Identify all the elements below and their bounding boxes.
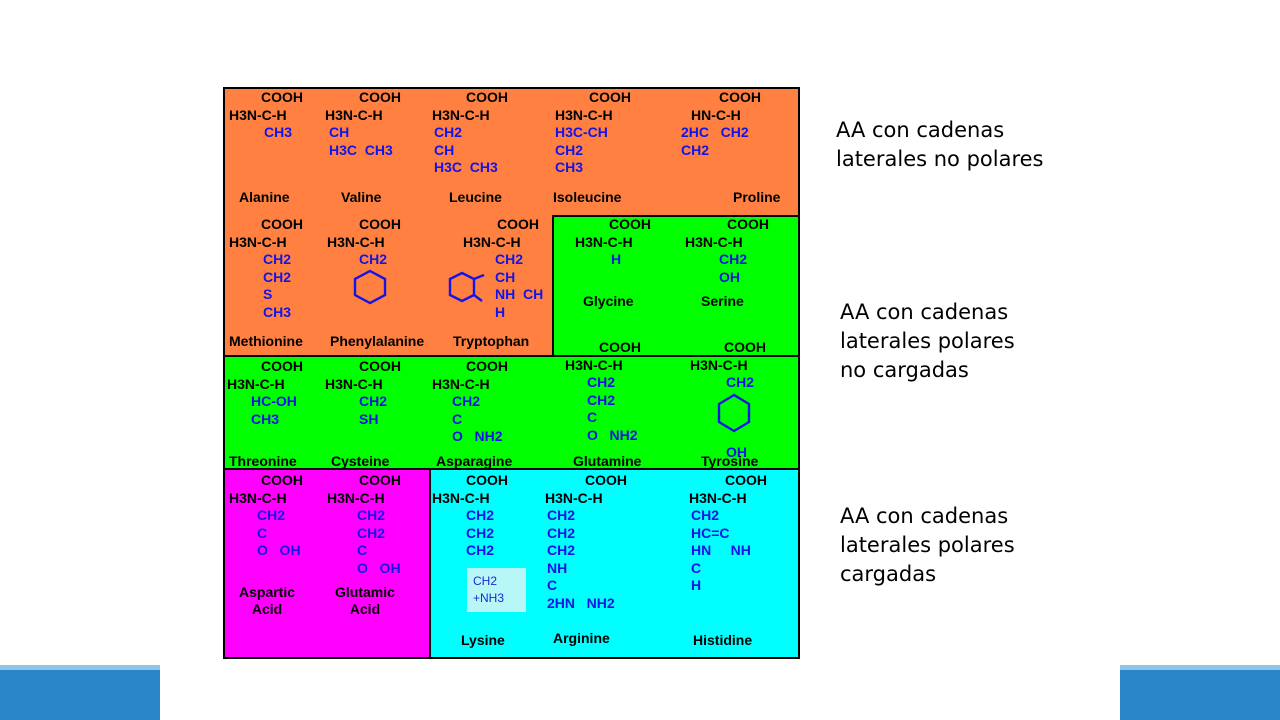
region-nonpolar-lower xyxy=(225,215,552,355)
indole-ring-icon xyxy=(448,271,485,303)
decorative-corner-bar-left xyxy=(0,665,160,720)
alanine-structure: COOH H3N-C-H CH3 xyxy=(229,89,303,140)
proline-structure: COOH HN-C-H 2HC CH2 CH2 xyxy=(681,89,761,158)
region-nonpolar xyxy=(225,89,798,215)
methionine-structure: COOH H3N-C-H CH2 CH2 S CH3 xyxy=(229,216,303,320)
valine-name: Valine xyxy=(341,189,382,205)
aspartic-acid-structure: COOH H3N-C-H CH2 C O OH xyxy=(229,472,303,558)
label-polar-uncharged: AA con cadenas laterales polares no carg… xyxy=(840,300,1015,382)
glutamic-acid-structure: COOH H3N-C-H CH2 CH2 C O OH xyxy=(327,472,401,576)
aspartic-acid-name: Aspartic Acid xyxy=(239,584,296,617)
tyrosine-name: Tyrosine xyxy=(701,453,759,469)
glutamic-acid-name: Glutamic Acid xyxy=(335,584,395,617)
methionine-name: Methionine xyxy=(229,333,303,349)
lysine-name: Lysine xyxy=(461,632,505,648)
region-acidic xyxy=(225,470,429,657)
glycine-name: Glycine xyxy=(583,293,634,309)
tyrosine-ring-icon xyxy=(717,393,751,433)
arginine-name: Arginine xyxy=(553,630,610,646)
cysteine-name: Cysteine xyxy=(331,453,390,469)
region-polar-uncharged-upper xyxy=(554,217,798,355)
asparagine-structure: COOH H3N-C-H CH2 C O NH2 xyxy=(432,358,508,444)
cysteine-structure: COOH H3N-C-H CH2 SH xyxy=(325,358,401,427)
leucine-structure: COOH H3N-C-H CH2 CH H3C CH3 xyxy=(432,89,508,175)
tyrosine-structure: COOH H3N-C-H CH2 OH xyxy=(690,339,766,460)
tryptophan-structure: COOH H3N-C-H CH2 CH NH CH H xyxy=(463,216,544,320)
histidine-structure: COOH H3N-C-H CH2 HC=C HN NH C H xyxy=(689,472,767,593)
proline-name: Proline xyxy=(733,189,781,205)
region-basic xyxy=(431,470,798,657)
glutamine-structure: COOH H3N-C-H CH2 CH2 C O NH2 xyxy=(565,339,641,443)
histidine-name: Histidine xyxy=(693,632,753,648)
valine-structure: COOH H3N-C-H CH H3C CH3 xyxy=(325,89,401,158)
label-nonpolar: AA con cadenas laterales no polares xyxy=(836,118,1044,171)
arginine-structure: COOH H3N-C-H CH2 CH2 CH2 NH C 2HN NH2 xyxy=(545,472,627,611)
alanine-name: Alanine xyxy=(239,189,290,205)
phenylalanine-structure: COOH H3N-C-H CH2 xyxy=(327,216,401,267)
serine-structure: COOH H3N-C-H CH2 OH xyxy=(685,216,769,285)
serine-name: Serine xyxy=(701,293,744,309)
asparagine-name: Asparagine xyxy=(436,453,513,469)
label-polar-charged: AA con cadenas laterales polares cargada… xyxy=(840,504,1015,586)
tryptophan-name: Tryptophan xyxy=(453,333,530,349)
phenylalanine-name: Phenylalanine xyxy=(330,333,425,349)
region-polar-uncharged xyxy=(225,357,798,468)
decorative-corner-bar-right xyxy=(1120,665,1280,720)
isoleucine-name: Isoleucine xyxy=(553,189,622,205)
lysine-structure: COOH H3N-C-H CH2 CH2 CH2 xyxy=(432,472,508,558)
leucine-name: Leucine xyxy=(449,189,502,205)
threonine-name: Threonine xyxy=(229,453,297,469)
glycine-structure: COOH H3N-C-H H xyxy=(575,216,651,267)
glutamine-name: Glutamine xyxy=(573,453,642,469)
amino-acid-table: COOH H3N-C-H CH3 Alanine COOH H3N-C-H CH H3C… xyxy=(223,87,800,659)
lysine-side-chain-overlay: CH2 +NH3 xyxy=(467,568,526,612)
threonine-structure: COOH H3N-C-H HC-OH CH3 xyxy=(227,358,303,427)
benzene-ring-icon xyxy=(353,269,387,305)
isoleucine-structure: COOH H3N-C-H H3C-CH CH2 CH3 xyxy=(555,89,631,175)
